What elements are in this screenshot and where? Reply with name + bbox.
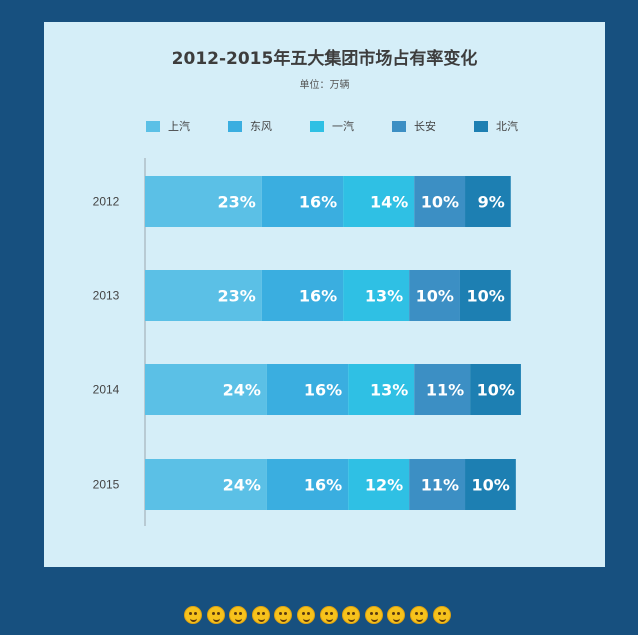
category-label-2014: 2014 (93, 383, 120, 397)
bar-2013-series-1 (261, 270, 344, 321)
bar-label-2014-series-1: 16% (304, 381, 342, 400)
chart-title: 2012-2015年五大集团市场占有率变化 (171, 49, 478, 69)
surprised-icon (274, 606, 293, 624)
legend-label: 上汽 (168, 120, 190, 133)
bar-2012-series-4 (465, 176, 511, 227)
bar-2013-series-2 (343, 270, 410, 321)
bar-label-2013-series-0: 23% (218, 287, 256, 306)
smile-icon (432, 606, 451, 624)
wink-icon (319, 606, 338, 624)
bar-label-2013-series-4: 10% (466, 287, 504, 306)
bar-label-2014-series-3: 11% (426, 381, 464, 400)
legend-swatch (474, 120, 488, 132)
bar-2014-series-0 (145, 364, 267, 415)
bar-2014-series-3 (414, 364, 471, 415)
bar-label-2012-series-3: 10% (421, 193, 459, 212)
smirk-icon (229, 606, 248, 624)
bar-label-2012-series-0: 23% (218, 193, 256, 212)
chart-legend: 上汽 东风 一汽 长安 北汽 (146, 118, 556, 134)
legend-item-1: 东风 (228, 118, 310, 134)
legend-label: 北汽 (496, 120, 518, 133)
legend-label: 东风 (250, 120, 272, 133)
emoji-row (184, 606, 455, 628)
bar-2014-series-2 (348, 364, 415, 415)
bar-2015-series-4 (465, 459, 516, 510)
bar-2015-series-1 (266, 459, 349, 510)
bar-2015-series-2 (348, 459, 410, 510)
legend-swatch (310, 120, 324, 132)
bar-2012-series-0 (145, 176, 262, 227)
bar-label-2014-series-4: 10% (477, 381, 515, 400)
legend-item-0: 上汽 (146, 118, 228, 134)
bar-2012-series-1 (261, 176, 344, 227)
bar-2015-series-0 (145, 459, 267, 510)
bar-label-2015-series-1: 16% (304, 476, 342, 495)
cool-icon (251, 606, 270, 624)
legend-label: 长安 (414, 120, 436, 133)
bar-label-2013-series-3: 10% (416, 287, 454, 306)
legend-swatch (392, 120, 406, 132)
bar-label-2015-series-3: 11% (421, 476, 459, 495)
legend-item-4: 北汽 (474, 118, 556, 134)
bar-2013-series-4 (459, 270, 511, 321)
surprised-icon (409, 606, 428, 624)
smile-icon (296, 606, 315, 624)
bar-label-2012-series-2: 14% (370, 193, 408, 212)
laugh-icon (342, 606, 361, 624)
bar-2013-series-3 (409, 270, 460, 321)
legend-swatch (146, 120, 160, 132)
bar-2012-series-3 (414, 176, 466, 227)
bar-label-2013-series-1: 16% (299, 287, 337, 306)
bar-2012-series-2 (343, 176, 415, 227)
category-label-2013: 2013 (93, 289, 120, 303)
legend-item-3: 长安 (392, 118, 474, 134)
chart-subtitle: 单位：万辆 (299, 80, 350, 91)
bar-label-2014-series-0: 24% (223, 381, 261, 400)
category-label-2015: 2015 (93, 478, 120, 492)
bar-label-2012-series-1: 16% (299, 193, 337, 212)
bar-label-2015-series-2: 12% (365, 476, 403, 495)
smile-icon (184, 606, 202, 624)
legend-item-2: 一汽 (310, 118, 392, 134)
legend-swatch (228, 120, 242, 132)
bar-2014-series-1 (266, 364, 349, 415)
bar-label-2012-series-4: 9% (478, 193, 505, 212)
bar-label-2014-series-2: 13% (370, 381, 408, 400)
laugh-icon (206, 606, 225, 624)
smirk-icon (364, 606, 383, 624)
bar-label-2015-series-4: 10% (472, 476, 510, 495)
bar-2013-series-0 (145, 270, 262, 321)
bar-label-2013-series-2: 13% (365, 287, 403, 306)
bar-2014-series-4 (470, 364, 521, 415)
legend-label: 一汽 (332, 120, 354, 133)
category-label-2012: 2012 (93, 195, 120, 209)
cool-icon (387, 606, 406, 624)
bar-label-2015-series-0: 24% (223, 476, 261, 495)
bar-2015-series-3 (409, 459, 466, 510)
